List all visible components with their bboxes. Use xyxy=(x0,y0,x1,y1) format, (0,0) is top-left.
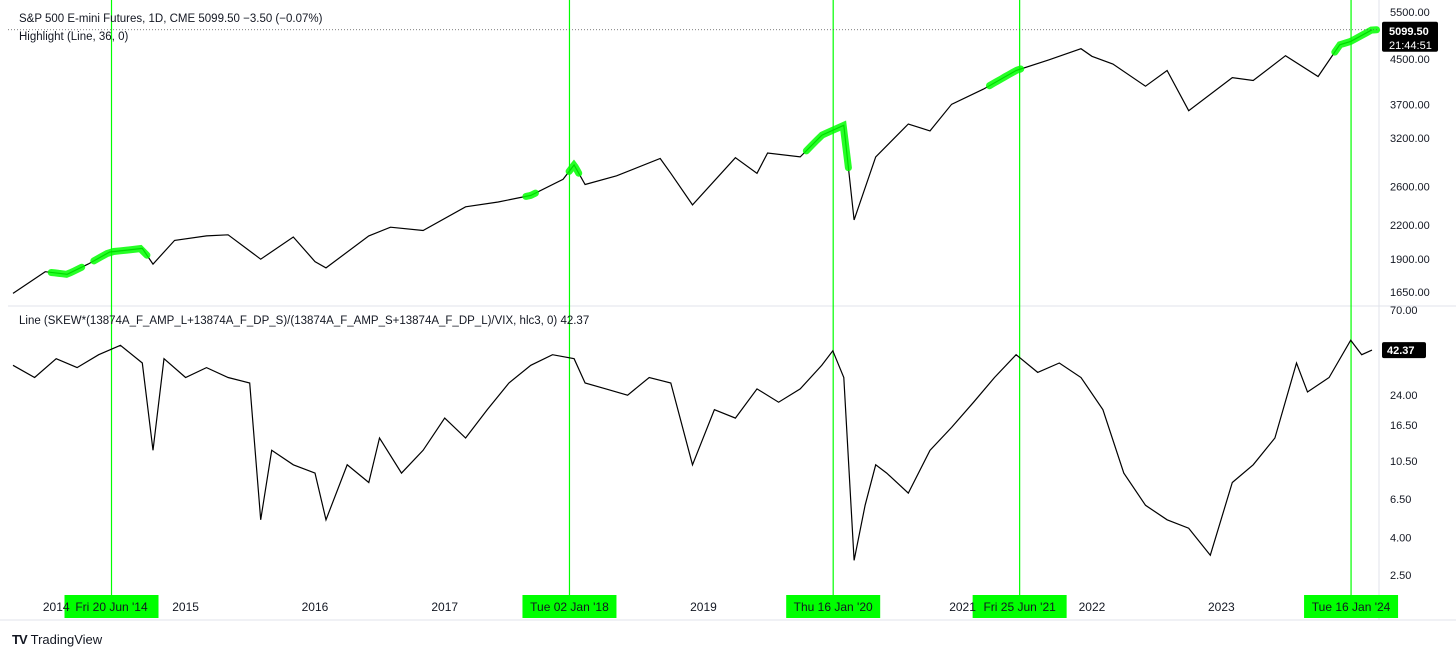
indicator-pane[interactable] xyxy=(12,339,1373,561)
y-tick-label: 10.50 xyxy=(1390,456,1418,468)
marker-date-badge xyxy=(786,595,881,618)
price-line[interactable] xyxy=(12,29,1373,294)
indicator-line[interactable] xyxy=(12,339,1373,561)
vertical-markers: Fri 20 Jun '14 Tue 02 Jan '18 Thu 16 Jan '… xyxy=(64,0,1399,618)
y-tick-label: 4500.00 xyxy=(1390,54,1430,66)
highlight-segment xyxy=(1331,26,1381,56)
y-tick-label: 2200.00 xyxy=(1390,220,1430,232)
y-tick-label: 3200.00 xyxy=(1390,133,1430,145)
marker-date-label: Thu 16 Jan '20 xyxy=(794,600,873,614)
x-tick-label: 2022 xyxy=(1079,600,1106,614)
marker-date-badge xyxy=(64,595,159,618)
y-tick-label: 3700.00 xyxy=(1390,99,1430,111)
marker-date-label: Tue 16 Jan '24 xyxy=(1312,600,1391,614)
highlight-segment xyxy=(47,263,86,278)
highlight-segment xyxy=(986,65,1025,90)
x-tick-label: 2023 xyxy=(1208,600,1235,614)
y-tick-label: 1900.00 xyxy=(1390,254,1430,266)
indicator-legend[interactable]: Line (SKEW*(13874A_F_AMP_L+13874A_F_DP_S… xyxy=(19,315,590,327)
y-tick-label: 2600.00 xyxy=(1390,181,1430,193)
tradingview-brand[interactable]: TV TradingView xyxy=(12,632,102,647)
highlight-segment xyxy=(522,189,539,200)
marker-date-badge xyxy=(522,595,617,618)
marker-date-badge xyxy=(1304,595,1399,618)
y-tick-label: 6.50 xyxy=(1390,494,1411,506)
indicator-last-badge xyxy=(1382,342,1426,359)
highlight-segment xyxy=(802,120,852,172)
y-tick-label: 24.00 xyxy=(1390,390,1418,402)
marker-date-label: Tue 02 Jan '18 xyxy=(530,600,609,614)
y-tick-label: 2.50 xyxy=(1390,570,1411,582)
axes: 2014 2015 2016 2017 2019 2021 2022 2023 5500.00 4… xyxy=(43,7,1438,614)
x-tick-label: 2014 xyxy=(43,600,70,614)
y-tick-label: 70.00 xyxy=(1390,305,1418,317)
x-tick-label: 2016 xyxy=(302,600,329,614)
marker-date-label: Fri 25 Jun '21 xyxy=(983,600,1056,614)
y-tick-label: 1650.00 xyxy=(1390,287,1430,299)
last-price-badge xyxy=(1382,21,1438,52)
symbol-legend[interactable]: S&P 500 E-mini Futures, 1D, CME 5099.50 … xyxy=(19,13,323,25)
last-price-value: 5099.50 xyxy=(1389,26,1429,38)
marker-date-label: Fri 20 Jun '14 xyxy=(75,600,148,614)
bar-countdown: 21:44:51 xyxy=(1389,40,1432,52)
indicator-last-value: 42.37 xyxy=(1387,345,1415,357)
price-pane[interactable] xyxy=(8,26,1381,294)
brand-name: TradingView xyxy=(30,632,103,647)
y-tick-label: 16.50 xyxy=(1390,420,1418,432)
marker-date-badge xyxy=(972,595,1067,618)
x-tick-label: 2015 xyxy=(172,600,199,614)
highlight-segment xyxy=(90,244,151,265)
y-tick-label: 5500.00 xyxy=(1390,7,1430,19)
tradingview-logo-icon: TV xyxy=(12,632,28,647)
highlight-legend[interactable]: Highlight (Line, 36, 0) xyxy=(19,31,129,43)
x-tick-label: 2021 xyxy=(949,600,976,614)
x-tick-label: 2017 xyxy=(431,600,458,614)
x-tick-label: 2019 xyxy=(690,600,717,614)
grid xyxy=(0,0,1456,621)
y-tick-label: 4.00 xyxy=(1390,533,1411,545)
highlight-segment xyxy=(565,159,583,177)
